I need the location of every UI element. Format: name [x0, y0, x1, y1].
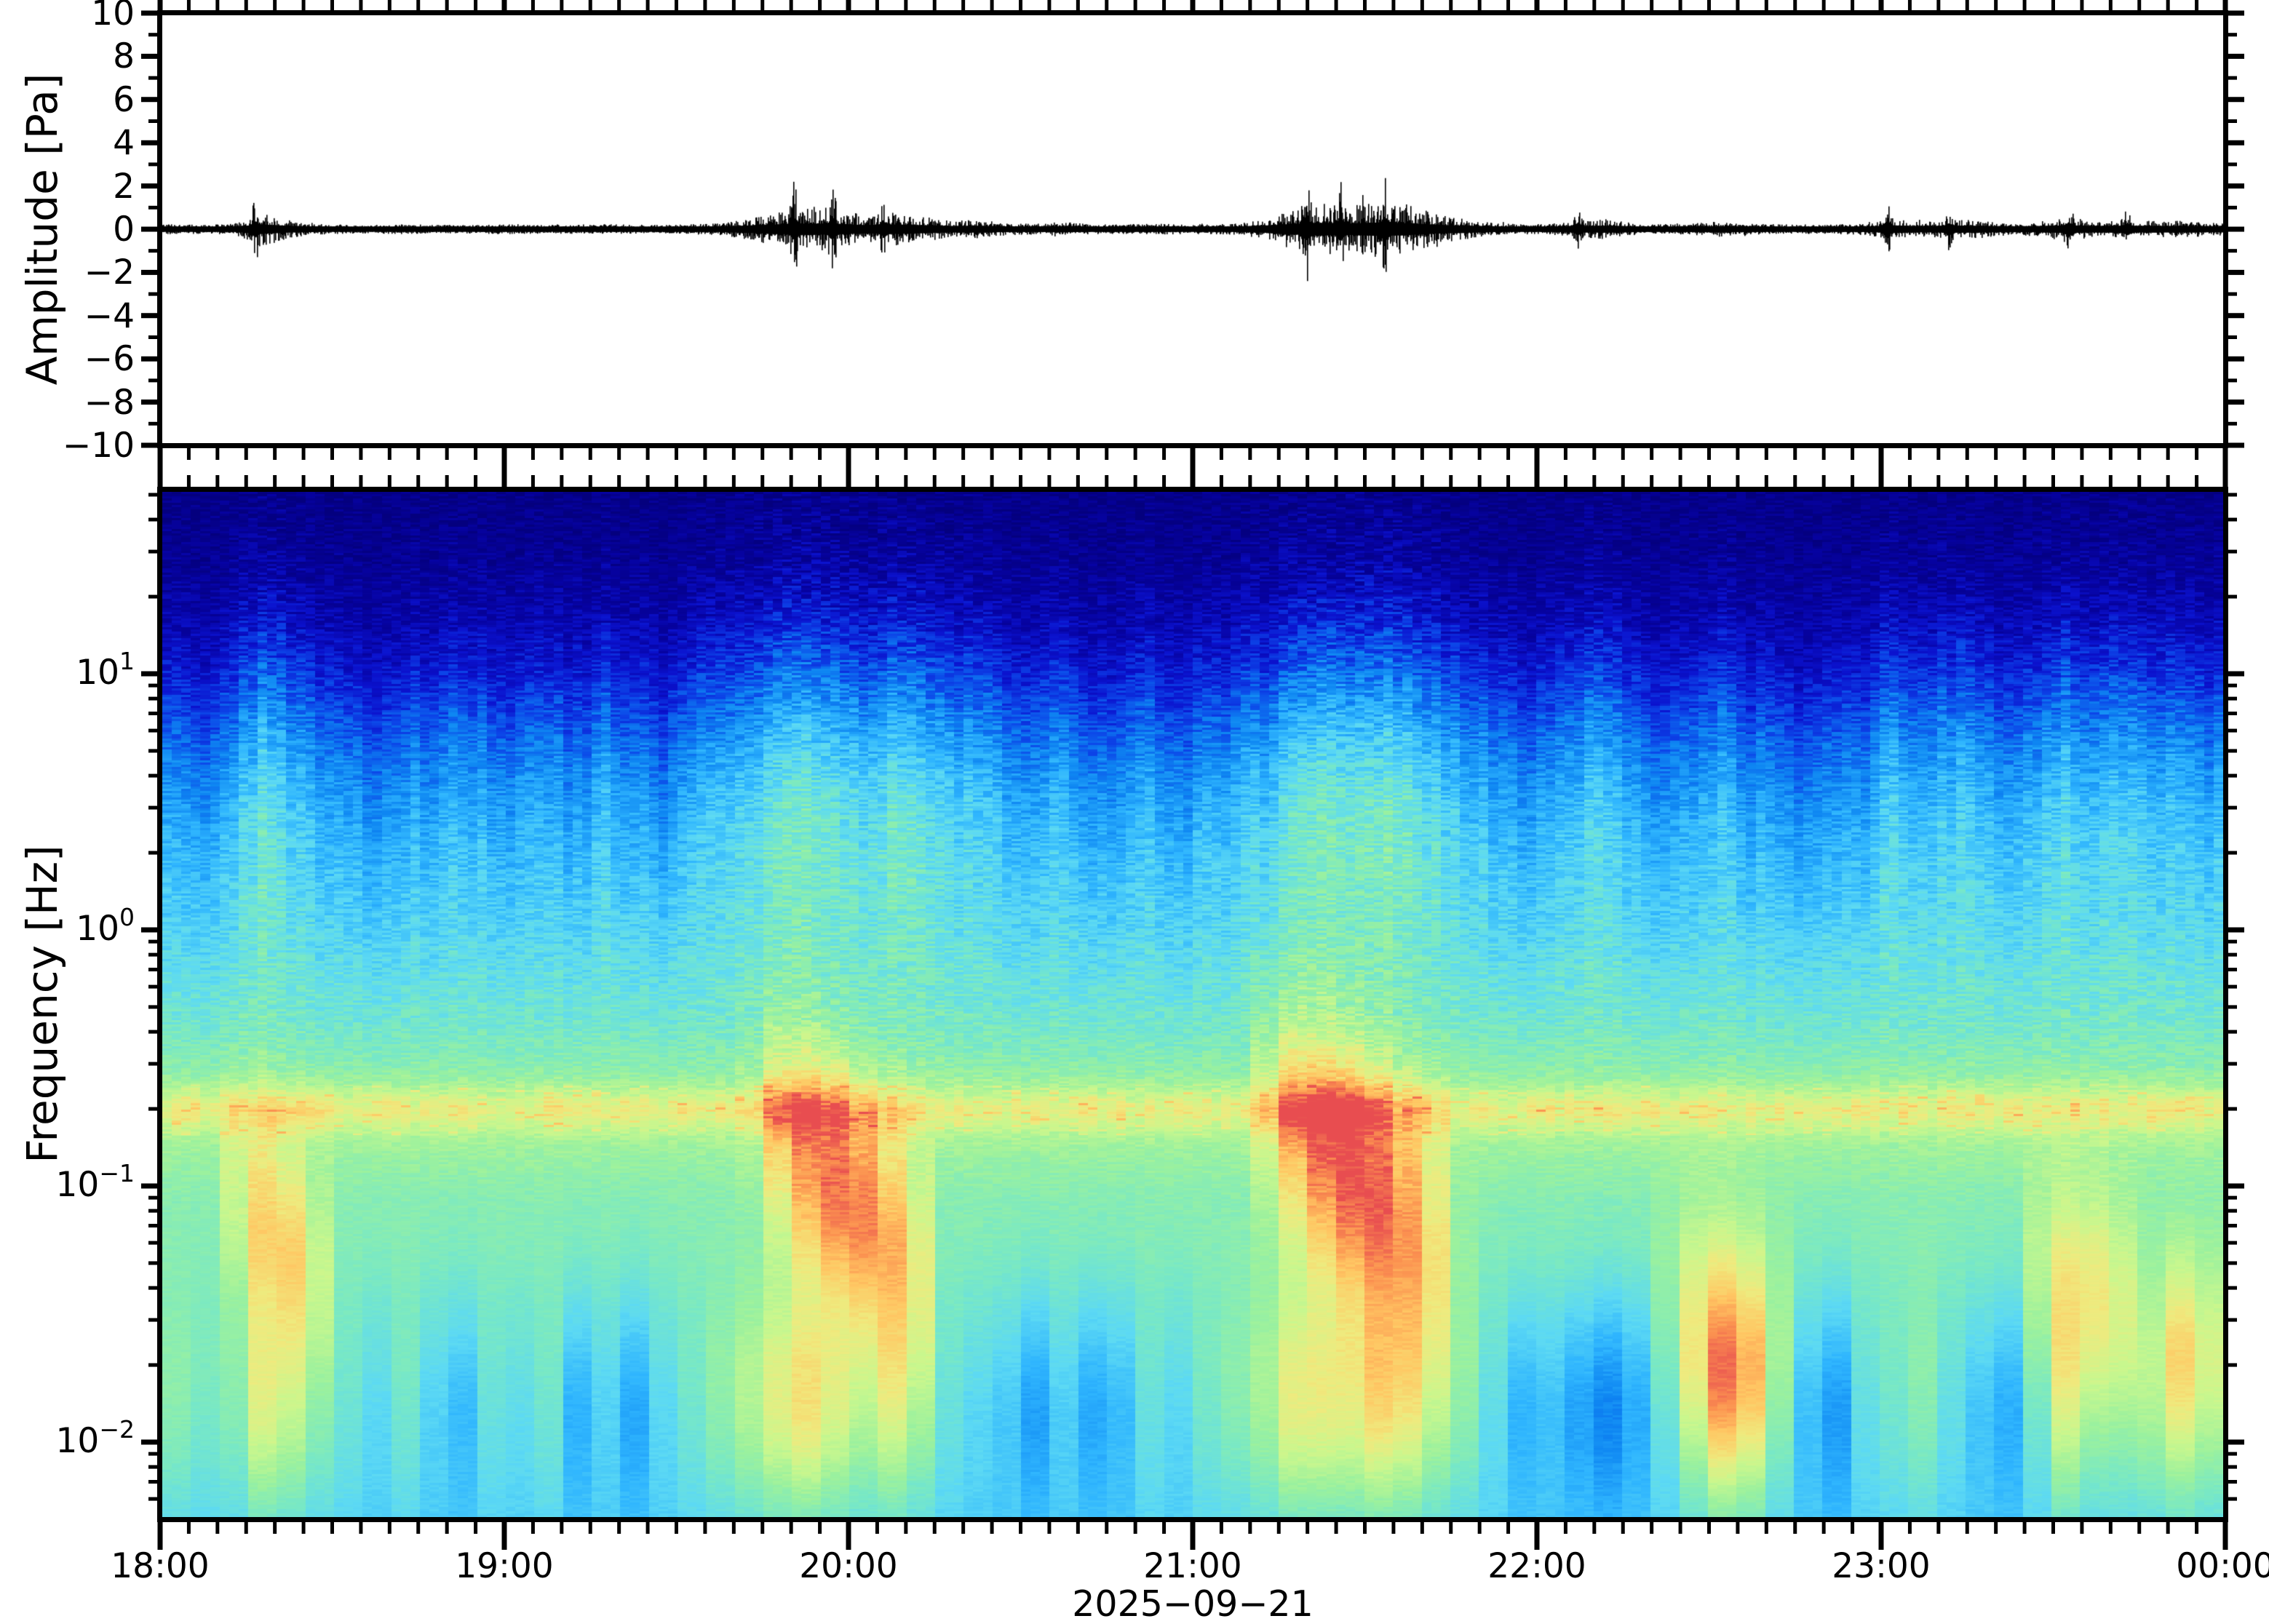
amplitude-tick-label: −10: [62, 426, 135, 466]
frequency-tick-label: 100: [76, 903, 135, 949]
frequency-tick-label: 10−1: [55, 1159, 135, 1205]
time-tick-label: 18:00: [111, 1546, 210, 1586]
time-tick-label: 20:00: [799, 1546, 898, 1586]
amplitude-tick-label: 8: [113, 36, 135, 77]
frequency-tick-label: 101: [76, 647, 135, 693]
waveform-canvas: [162, 15, 2223, 443]
amplitude-tick-label: 6: [113, 79, 135, 120]
amplitude-tick-label: 2: [113, 166, 135, 207]
time-tick-label: 00:00: [2176, 1546, 2269, 1586]
frequency-tick-label: 10−2: [55, 1415, 135, 1461]
frequency-axis-title: Frequency [Hz]: [17, 845, 67, 1163]
time-tick-label: 19:00: [455, 1546, 554, 1586]
spectrogram-canvas: [162, 492, 2223, 1517]
amplitude-tick-label: 4: [113, 123, 135, 164]
time-tick-label: 23:00: [1832, 1546, 1931, 1586]
amplitude-tick-label: −2: [84, 252, 135, 293]
spectrogram-panel: [157, 487, 2228, 1522]
amplitude-tick-label: −4: [84, 295, 135, 336]
amplitude-panel: [157, 10, 2228, 448]
amplitude-tick-label: −8: [84, 382, 135, 423]
amplitude-tick-label: 10: [91, 0, 135, 33]
date-axis-label: 2025−09−21: [1072, 1583, 1314, 1624]
time-tick-label: 22:00: [1487, 1546, 1586, 1586]
amplitude-tick-label: 0: [113, 210, 135, 250]
amplitude-tick-label: −6: [84, 339, 135, 380]
time-tick-label: 21:00: [1143, 1546, 1242, 1586]
